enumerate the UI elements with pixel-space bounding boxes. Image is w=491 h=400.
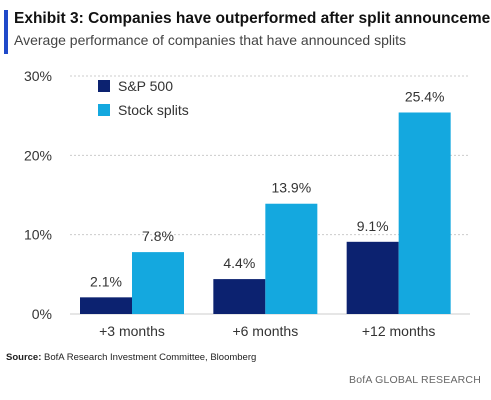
x-tick-label: +6 months [232, 323, 298, 339]
data-label: 2.1% [90, 273, 122, 289]
source-text: BofA Research Investment Committee, Bloo… [44, 352, 257, 363]
y-tick-label: 20% [24, 147, 52, 163]
y-tick-label: 30% [24, 68, 52, 84]
data-label: 13.9% [271, 180, 311, 196]
brand-label: BofA GLOBAL RESEARCH [349, 374, 481, 386]
chart-title: Exhibit 3: Companies have outperformed a… [14, 10, 491, 27]
source-note: Source: BofA Research Investment Committ… [6, 352, 256, 363]
legend-swatch [98, 104, 110, 116]
legend-label: Stock splits [118, 102, 189, 118]
source-label: Source: [6, 352, 42, 363]
bar [346, 241, 399, 314]
bar [213, 279, 266, 314]
bar [80, 297, 132, 314]
legend-label: S&P 500 [118, 78, 173, 94]
data-label: 9.1% [357, 218, 389, 234]
legend-swatch [98, 80, 110, 92]
data-label: 25.4% [405, 88, 445, 104]
bar-chart: 0% 10% 20% 30% 2.1% 7.8% +3 months 4.4% 13.9% +6 … [24, 68, 470, 339]
y-tick-label: 10% [24, 227, 52, 243]
x-tick-label: +3 months [99, 323, 165, 339]
x-tick-label: +12 months [362, 323, 436, 339]
bar [398, 112, 451, 314]
title-accent-bar [4, 10, 8, 54]
bar [265, 203, 318, 314]
chart-subtitle: Average performance of companies that ha… [14, 32, 406, 48]
bar [132, 252, 184, 314]
data-label: 7.8% [142, 228, 174, 244]
data-label: 4.4% [223, 255, 255, 271]
y-tick-label: 0% [32, 306, 52, 322]
